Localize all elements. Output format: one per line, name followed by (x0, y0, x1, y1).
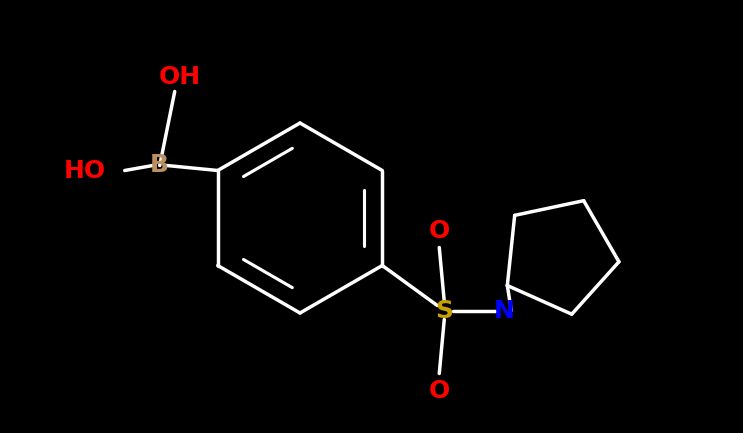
Text: O: O (429, 378, 450, 403)
Text: N: N (494, 298, 515, 323)
Text: B: B (150, 154, 169, 178)
Text: O: O (429, 219, 450, 242)
Text: S: S (435, 298, 453, 323)
Text: OH: OH (159, 65, 201, 90)
Text: HO: HO (64, 158, 106, 182)
